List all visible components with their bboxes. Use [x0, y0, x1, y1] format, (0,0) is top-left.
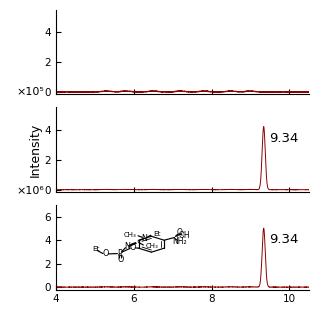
Text: 9.34: 9.34 [269, 233, 299, 246]
Text: 9.34: 9.34 [269, 132, 299, 145]
Text: ×10⁵: ×10⁵ [17, 87, 44, 97]
Y-axis label: Intensity: Intensity [29, 123, 42, 177]
Text: ×10⁶: ×10⁶ [17, 186, 44, 196]
